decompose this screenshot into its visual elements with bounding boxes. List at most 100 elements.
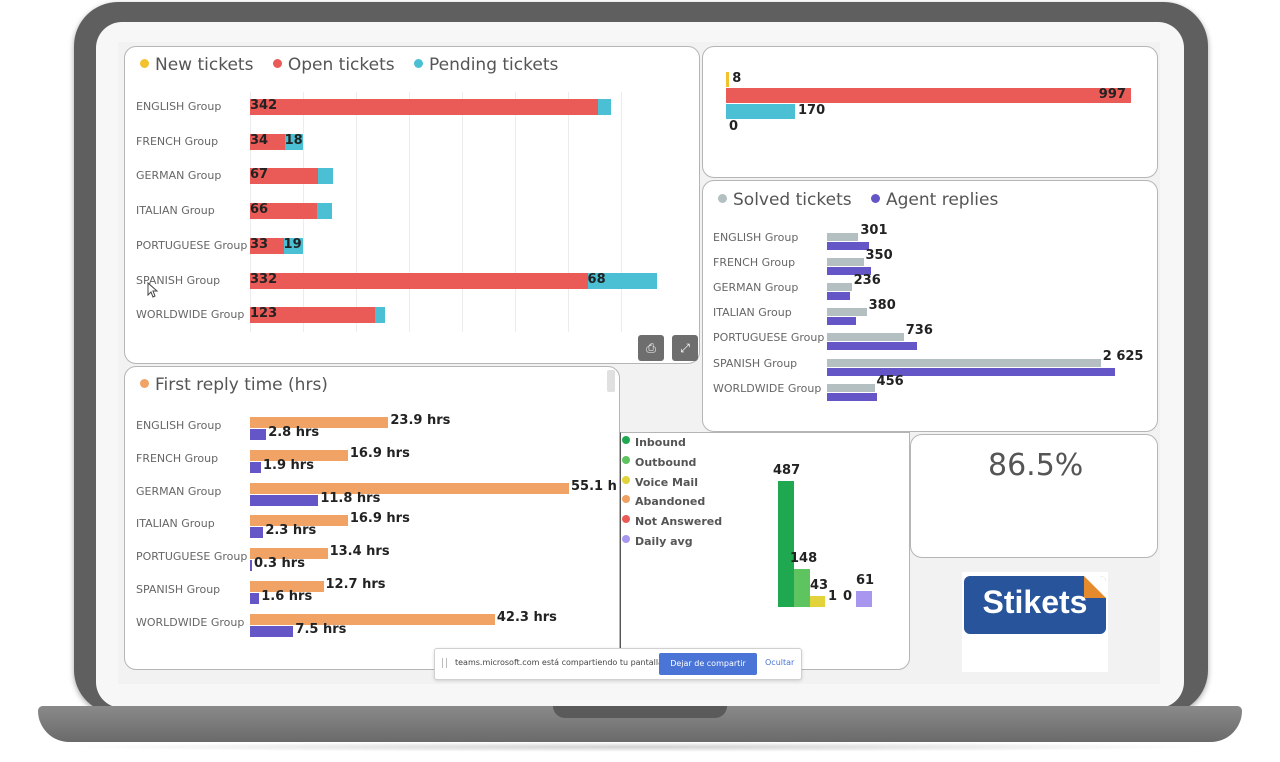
bar-pending-tickets[interactable] <box>587 272 657 289</box>
reply-time-bar[interactable] <box>250 417 389 428</box>
legend-pending-tickets[interactable]: Pending tickets <box>414 55 558 75</box>
call-bar[interactable] <box>810 595 825 607</box>
legend-dot-icon <box>414 59 424 68</box>
data-label: 55.1 h <box>571 478 617 494</box>
bar-solved-tickets[interactable] <box>827 308 867 317</box>
legend-dot-icon <box>622 495 630 504</box>
bar-solved-tickets[interactable] <box>827 358 1101 367</box>
legend-outbound[interactable]: Outbound <box>622 455 696 469</box>
legend-dot-icon <box>622 535 630 543</box>
legend-dot-icon <box>622 455 630 464</box>
export-icon[interactable]: ⎙ <box>638 335 664 361</box>
category-label: ENGLISH Group <box>136 100 222 113</box>
legend-first-reply[interactable]: First reply time (hrs) <box>140 375 328 395</box>
first-reply-legend: First reply time (hrs) <box>140 375 342 395</box>
bar-agent-replies[interactable] <box>827 342 917 351</box>
bar-solved-tickets[interactable] <box>827 233 859 241</box>
legend-abandoned[interactable]: Abandoned <box>622 495 705 508</box>
call-bar[interactable] <box>856 591 872 607</box>
bar-open-tickets[interactable] <box>250 237 284 254</box>
reply-time-bar[interactable] <box>250 429 267 440</box>
bar-pending-tickets[interactable] <box>318 168 334 185</box>
bar-open-tickets[interactable] <box>250 99 598 115</box>
call-bar[interactable] <box>794 568 810 607</box>
legend-label: Not Answered <box>635 515 723 529</box>
reply-time-bar[interactable] <box>250 494 319 506</box>
legend-label: Inbound <box>635 436 686 449</box>
legend-solved-label: Solved tickets <box>733 190 852 210</box>
category-label: PORTUGUESE Group <box>136 238 248 252</box>
bar-open-tickets[interactable] <box>250 168 319 185</box>
legend-inbound[interactable]: Inbound <box>622 436 686 449</box>
data-label: 18 <box>284 132 303 148</box>
data-label: 236 <box>853 273 881 289</box>
bar-open-tickets[interactable] <box>250 203 318 220</box>
reply-time-bar[interactable] <box>250 515 348 527</box>
total-bar[interactable] <box>726 104 796 119</box>
bar-solved-tickets[interactable] <box>827 333 904 342</box>
legend-dot-icon <box>140 59 149 68</box>
data-label: 33 <box>250 236 269 252</box>
reply-time-bar[interactable] <box>250 482 569 494</box>
hide-link[interactable]: Ocultar <box>765 658 795 667</box>
legend-not-answered[interactable]: Not Answered <box>622 515 722 528</box>
total-label: 997 <box>1098 87 1126 102</box>
reply-time-bar[interactable] <box>250 625 294 637</box>
laptop-shadow <box>60 742 1220 752</box>
data-label: 11.8 hrs <box>320 490 381 506</box>
bar-pending-tickets[interactable] <box>284 133 303 150</box>
total-bar[interactable] <box>726 88 1131 103</box>
reply-time-bar[interactable] <box>250 581 324 592</box>
category-label: ITALIAN Group <box>136 517 215 531</box>
bar-agent-replies[interactable] <box>827 392 878 401</box>
bar-pending-tickets[interactable] <box>375 307 386 324</box>
legend-solved-tickets[interactable]: Solved tickets <box>718 190 852 210</box>
legend-open-tickets[interactable]: Open tickets <box>272 55 395 75</box>
reply-time-bar[interactable] <box>250 461 261 473</box>
legend-label: Voice Mail <box>635 475 698 489</box>
bar-pending-tickets[interactable] <box>283 237 303 254</box>
category-label: ITALIAN Group <box>713 306 792 320</box>
fullscreen-icon[interactable]: ⤢ <box>672 335 698 361</box>
data-label: 34 <box>250 132 269 148</box>
legend-agent-replies[interactable]: Agent replies <box>871 190 998 210</box>
legend-voice-mail[interactable]: Voice Mail <box>622 475 698 489</box>
bar-pending-tickets[interactable] <box>597 99 611 115</box>
kpi-value: 86.5% <box>988 448 1084 483</box>
legend-label: Daily avg <box>635 535 693 548</box>
bar-agent-replies[interactable] <box>827 242 869 250</box>
data-label: 350 <box>865 248 893 264</box>
reply-time-bar[interactable] <box>250 613 495 625</box>
data-label: 23.9 hrs <box>390 413 451 428</box>
reply-time-bar[interactable] <box>250 593 260 604</box>
bar-open-tickets[interactable] <box>250 272 588 289</box>
bar-agent-replies[interactable] <box>827 367 1115 376</box>
reply-time-bar[interactable] <box>250 449 348 461</box>
total-bar[interactable] <box>726 72 730 87</box>
drag-handle-icon[interactable] <box>442 658 447 668</box>
bar-pending-tickets[interactable] <box>317 203 333 220</box>
data-label: 123 <box>250 306 278 322</box>
reply-time-bar[interactable] <box>250 527 264 539</box>
reply-time-bar[interactable] <box>250 548 328 560</box>
bar-agent-replies[interactable] <box>827 317 857 326</box>
bar-solved-tickets[interactable] <box>827 283 852 292</box>
call-bar[interactable] <box>778 481 794 607</box>
legend-dot-icon <box>622 515 630 524</box>
bar-solved-tickets[interactable] <box>827 383 875 392</box>
panel-scrollbar[interactable] <box>607 370 615 392</box>
category-label: SPANISH Group <box>713 356 798 370</box>
stop-sharing-button[interactable]: Dejar de compartir <box>659 653 757 675</box>
legend-dot-icon <box>272 59 282 68</box>
gridline <box>356 92 357 332</box>
solved-legend: Solved tickets Agent replies <box>718 190 1012 210</box>
bar-open-tickets[interactable] <box>250 133 285 150</box>
bar-open-tickets[interactable] <box>250 307 376 324</box>
bar-solved-tickets[interactable] <box>827 258 864 267</box>
bar-agent-replies[interactable] <box>827 292 850 301</box>
category-label: GERMAN Group <box>713 281 799 295</box>
legend-daily-avg[interactable]: Daily avg <box>622 535 693 548</box>
reply-time-bar[interactable] <box>250 560 252 572</box>
legend-new-tickets[interactable]: New tickets <box>140 55 253 75</box>
bar-agent-replies[interactable] <box>827 267 871 276</box>
